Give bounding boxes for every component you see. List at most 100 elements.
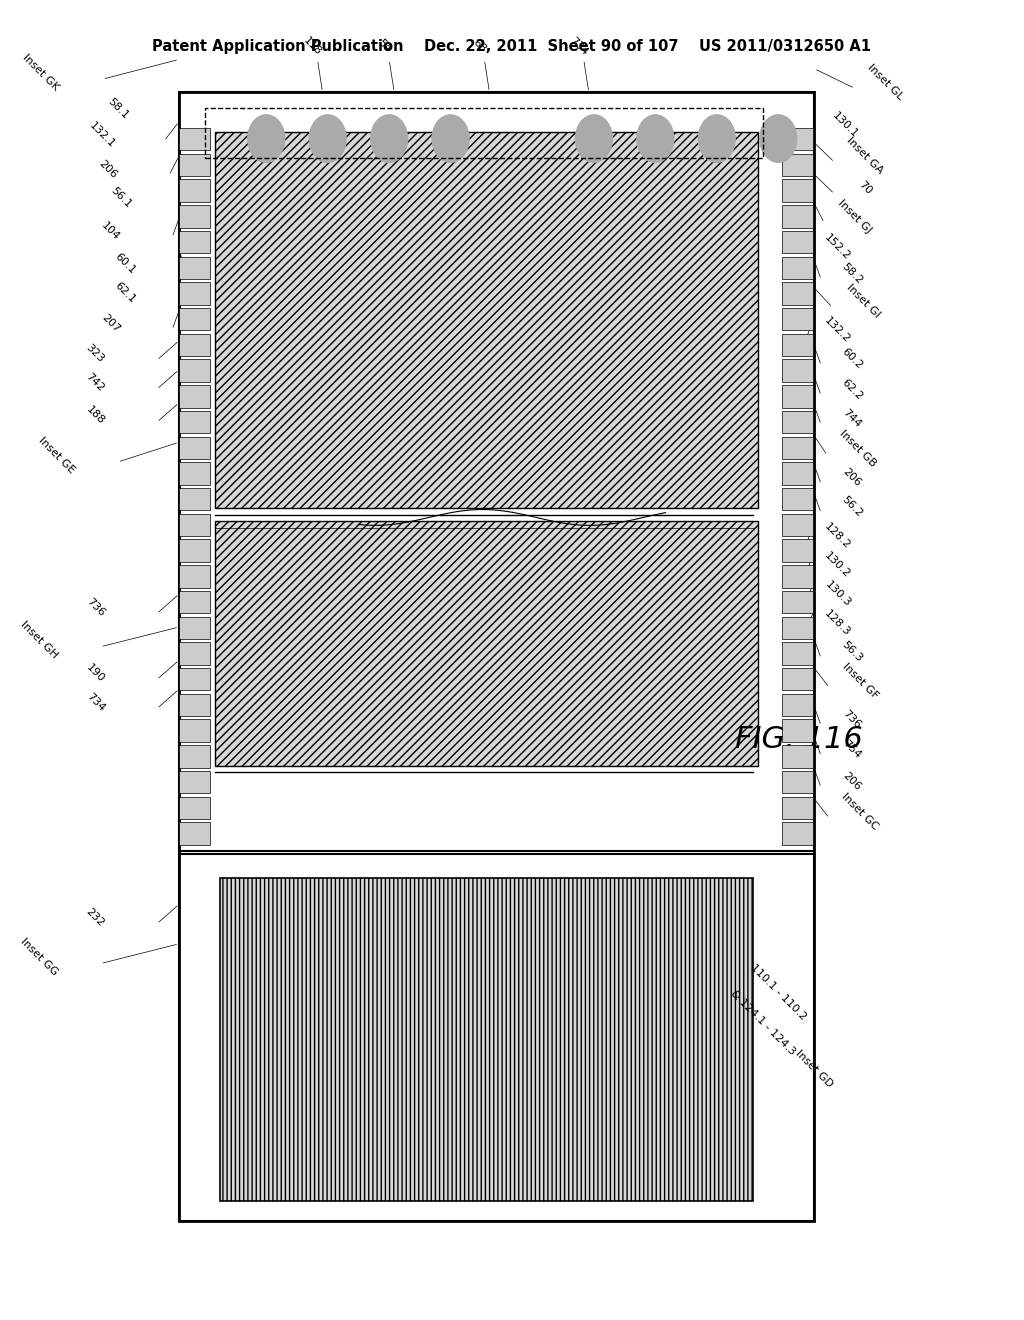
- Bar: [782, 385, 813, 408]
- Text: 130.3: 130.3: [823, 579, 852, 609]
- Text: Inset GH: Inset GH: [18, 619, 59, 661]
- Bar: [782, 180, 813, 202]
- Text: 130.1: 130.1: [830, 111, 859, 140]
- Text: 742: 742: [84, 372, 106, 393]
- Circle shape: [432, 115, 469, 162]
- Text: 104: 104: [99, 220, 122, 242]
- Text: 128.3: 128.3: [823, 609, 852, 638]
- Bar: [179, 462, 210, 484]
- Bar: [782, 128, 813, 150]
- Text: 206: 206: [841, 467, 863, 488]
- Bar: [179, 591, 210, 614]
- Bar: [215, 521, 758, 766]
- Bar: [782, 205, 813, 227]
- Bar: [179, 385, 210, 408]
- Text: Inset GJ: Inset GJ: [837, 198, 873, 235]
- Bar: [179, 282, 210, 305]
- Text: FIG. 116: FIG. 116: [735, 725, 862, 754]
- Bar: [782, 565, 813, 587]
- Bar: [179, 128, 210, 150]
- Circle shape: [248, 115, 285, 162]
- Text: 744: 744: [841, 408, 863, 429]
- Bar: [179, 488, 210, 511]
- Text: Inset GF: Inset GF: [841, 661, 880, 701]
- Bar: [179, 256, 210, 279]
- Text: Inset GA: Inset GA: [845, 136, 886, 176]
- Text: 110.1 - 110.2: 110.1 - 110.2: [749, 962, 808, 1023]
- Text: Inset GL: Inset GL: [866, 62, 905, 102]
- Text: 68: 68: [471, 38, 487, 54]
- Text: 130.2: 130.2: [823, 550, 852, 579]
- Circle shape: [698, 115, 735, 162]
- Text: & 124.1 - 124.3: & 124.1 - 124.3: [729, 989, 797, 1057]
- Text: 62.2: 62.2: [840, 378, 864, 401]
- Bar: [782, 231, 813, 253]
- Bar: [782, 797, 813, 820]
- Bar: [782, 746, 813, 768]
- Text: Inset GI: Inset GI: [845, 282, 882, 319]
- Text: 734: 734: [84, 692, 106, 713]
- Text: 128.2: 128.2: [822, 521, 853, 550]
- Circle shape: [637, 115, 674, 162]
- Text: 132.1: 132.1: [88, 120, 117, 149]
- Bar: [179, 153, 210, 176]
- Text: Inset GD: Inset GD: [794, 1048, 835, 1090]
- Bar: [782, 616, 813, 639]
- Text: 152.2: 152.2: [823, 232, 852, 261]
- Bar: [782, 822, 813, 845]
- Text: Inset GE: Inset GE: [36, 436, 77, 475]
- Text: 132.2: 132.2: [823, 315, 852, 345]
- Text: Inset GB: Inset GB: [838, 429, 879, 469]
- Text: 190: 190: [84, 663, 106, 684]
- Text: 56.3: 56.3: [840, 640, 864, 664]
- Text: 58.2: 58.2: [840, 261, 864, 285]
- Bar: [179, 437, 210, 459]
- Bar: [179, 513, 210, 536]
- Bar: [179, 797, 210, 820]
- Bar: [782, 153, 813, 176]
- Circle shape: [575, 115, 612, 162]
- Bar: [782, 591, 813, 614]
- Text: 56.2: 56.2: [840, 495, 864, 519]
- Bar: [782, 668, 813, 690]
- Text: Inset GC: Inset GC: [840, 792, 881, 832]
- Bar: [179, 540, 210, 562]
- Bar: [179, 92, 814, 1221]
- Text: Inset GG: Inset GG: [18, 936, 59, 978]
- Bar: [782, 719, 813, 742]
- Bar: [220, 878, 753, 1201]
- Text: 188: 188: [84, 405, 106, 426]
- Text: 736: 736: [84, 597, 106, 618]
- Bar: [179, 411, 210, 433]
- Circle shape: [371, 115, 408, 162]
- Text: 62.1: 62.1: [113, 281, 137, 305]
- Text: 54: 54: [376, 38, 392, 54]
- Text: 232: 232: [84, 907, 106, 928]
- Bar: [179, 565, 210, 587]
- Bar: [215, 132, 758, 508]
- Bar: [179, 771, 210, 793]
- Bar: [782, 256, 813, 279]
- Text: 754: 754: [841, 739, 863, 760]
- Bar: [782, 540, 813, 562]
- Bar: [782, 694, 813, 717]
- Bar: [782, 771, 813, 793]
- Bar: [179, 616, 210, 639]
- Text: 56.1: 56.1: [109, 186, 133, 210]
- Text: 207: 207: [99, 313, 122, 334]
- Text: 60.1: 60.1: [113, 252, 137, 276]
- Text: 736: 736: [841, 709, 863, 730]
- Text: 206: 206: [96, 158, 119, 180]
- Bar: [782, 411, 813, 433]
- Text: 118: 118: [301, 36, 324, 57]
- Bar: [782, 462, 813, 484]
- Text: 58.1: 58.1: [105, 96, 130, 120]
- Text: 734: 734: [567, 36, 590, 57]
- Bar: [782, 334, 813, 356]
- Bar: [179, 719, 210, 742]
- Text: 70: 70: [857, 180, 873, 195]
- Bar: [205, 108, 763, 158]
- Bar: [179, 694, 210, 717]
- Bar: [782, 437, 813, 459]
- Bar: [179, 854, 814, 1221]
